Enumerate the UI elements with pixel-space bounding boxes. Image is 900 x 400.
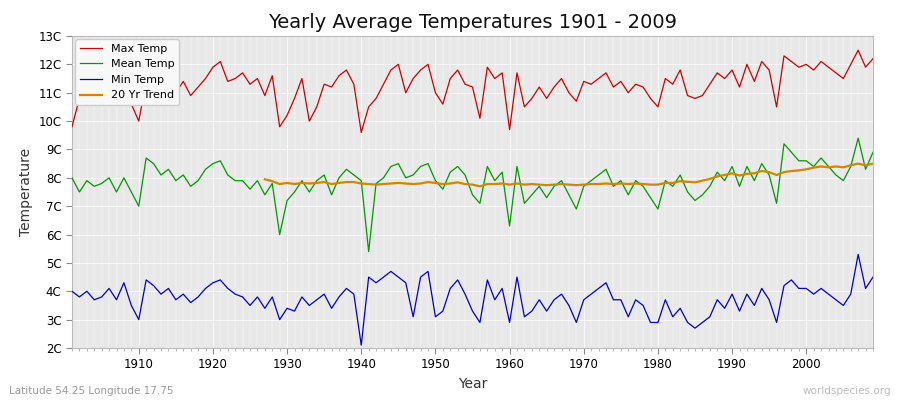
20 Yr Trend	[868, 161, 878, 166]
Max Temp	[334, 73, 345, 78]
Mean Temp	[504, 224, 515, 228]
Mean Temp	[868, 150, 878, 155]
Mean Temp	[364, 249, 374, 254]
Legend: Max Temp, Mean Temp, Min Temp, 20 Yr Trend: Max Temp, Mean Temp, Min Temp, 20 Yr Tre…	[76, 39, 179, 105]
Max Temp	[356, 130, 366, 135]
Max Temp	[511, 70, 522, 75]
20 Yr Trend	[853, 161, 864, 166]
Max Temp	[853, 48, 864, 52]
20 Yr Trend	[385, 181, 396, 186]
Min Temp	[511, 275, 522, 280]
Line: Max Temp: Max Temp	[72, 50, 873, 132]
Max Temp	[504, 127, 515, 132]
Mean Temp	[334, 176, 345, 180]
Line: Mean Temp: Mean Temp	[72, 138, 873, 252]
Mean Temp	[126, 190, 137, 194]
20 Yr Trend	[705, 176, 716, 181]
20 Yr Trend	[742, 172, 752, 176]
20 Yr Trend	[630, 181, 641, 186]
20 Yr Trend	[259, 177, 270, 182]
Mean Temp	[289, 190, 300, 194]
Min Temp	[334, 294, 345, 299]
Min Temp	[126, 303, 137, 308]
Min Temp	[600, 280, 611, 285]
X-axis label: Year: Year	[458, 377, 487, 391]
Mean Temp	[853, 136, 864, 140]
Min Temp	[356, 343, 366, 348]
Max Temp	[126, 102, 137, 106]
20 Yr Trend	[474, 184, 485, 189]
Min Temp	[67, 289, 77, 294]
Line: Min Temp: Min Temp	[72, 254, 873, 345]
20 Yr Trend	[348, 180, 359, 184]
Y-axis label: Temperature: Temperature	[19, 148, 32, 236]
Max Temp	[868, 56, 878, 61]
Mean Temp	[600, 167, 611, 172]
Mean Temp	[67, 176, 77, 180]
Max Temp	[600, 70, 611, 75]
Min Temp	[853, 252, 864, 257]
Max Temp	[289, 96, 300, 101]
Mean Temp	[511, 164, 522, 169]
Min Temp	[504, 320, 515, 325]
Max Temp	[67, 124, 77, 129]
Title: Yearly Average Temperatures 1901 - 2009: Yearly Average Temperatures 1901 - 2009	[268, 13, 677, 32]
Min Temp	[868, 275, 878, 280]
Text: worldspecies.org: worldspecies.org	[803, 386, 891, 396]
20 Yr Trend	[296, 180, 307, 185]
Text: Latitude 54.25 Longitude 17.75: Latitude 54.25 Longitude 17.75	[9, 386, 174, 396]
Min Temp	[289, 309, 300, 314]
Line: 20 Yr Trend: 20 Yr Trend	[265, 164, 873, 186]
